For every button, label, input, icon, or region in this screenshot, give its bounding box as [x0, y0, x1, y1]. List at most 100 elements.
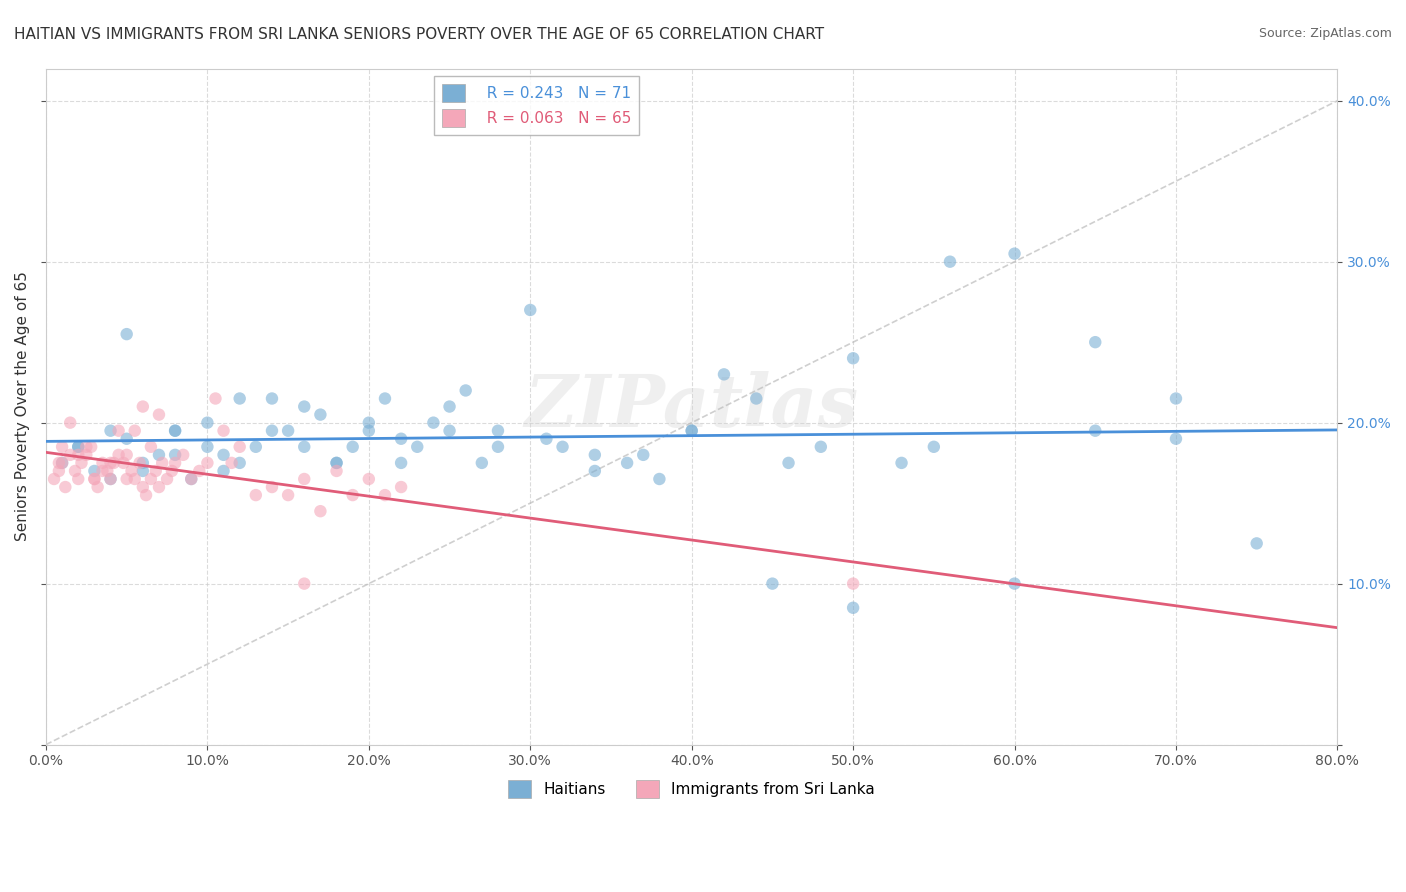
Point — [890, 456, 912, 470]
Point — [197, 456, 219, 470]
Text: Source: ZipAtlas.com: Source: ZipAtlas.com — [1258, 27, 1392, 40]
Point — [1084, 335, 1107, 350]
Point — [83, 472, 105, 486]
Point — [96, 464, 118, 478]
Point — [165, 424, 187, 438]
Point — [160, 464, 183, 478]
Point — [86, 480, 108, 494]
Point — [245, 488, 267, 502]
Point — [292, 472, 315, 486]
Point — [389, 432, 412, 446]
Point — [309, 408, 332, 422]
Point — [180, 472, 202, 486]
Point — [80, 440, 103, 454]
Point — [212, 448, 235, 462]
Point — [63, 464, 86, 478]
Point — [51, 440, 73, 454]
Point — [48, 464, 70, 478]
Point — [139, 472, 162, 486]
Point — [204, 392, 226, 406]
Point — [1004, 246, 1026, 260]
Point — [439, 424, 461, 438]
Point — [292, 440, 315, 454]
Point — [439, 400, 461, 414]
Point — [228, 392, 250, 406]
Point — [842, 576, 865, 591]
Text: ZIPatlas: ZIPatlas — [524, 371, 859, 442]
Point — [228, 440, 250, 454]
Point — [277, 488, 299, 502]
Point — [583, 464, 606, 478]
Point — [91, 456, 114, 470]
Point — [422, 416, 444, 430]
Point — [486, 440, 509, 454]
Point — [616, 456, 638, 470]
Point — [91, 464, 114, 478]
Point — [139, 440, 162, 454]
Point — [67, 440, 90, 454]
Point — [1164, 392, 1187, 406]
Point — [165, 448, 187, 462]
Point — [180, 472, 202, 486]
Point — [42, 472, 65, 486]
Point — [761, 576, 783, 591]
Point — [67, 472, 90, 486]
Point — [132, 464, 155, 478]
Point — [53, 480, 76, 494]
Point — [212, 464, 235, 478]
Point — [374, 488, 396, 502]
Point — [292, 576, 315, 591]
Point — [150, 456, 173, 470]
Point — [810, 440, 832, 454]
Point — [551, 440, 574, 454]
Point — [100, 472, 122, 486]
Point — [221, 456, 243, 470]
Point — [309, 504, 332, 518]
Point — [325, 456, 347, 470]
Point — [132, 456, 155, 470]
Point — [842, 351, 865, 366]
Point — [939, 254, 962, 268]
Point — [1246, 536, 1268, 550]
Point — [115, 448, 138, 462]
Point — [128, 456, 150, 470]
Point — [842, 600, 865, 615]
Point — [148, 480, 170, 494]
Point — [124, 472, 146, 486]
Point — [454, 384, 477, 398]
Point — [681, 424, 703, 438]
Point — [107, 448, 129, 462]
Point — [357, 416, 380, 430]
Point — [197, 440, 219, 454]
Point — [100, 472, 122, 486]
Point — [1004, 576, 1026, 591]
Point — [148, 408, 170, 422]
Point — [486, 424, 509, 438]
Point — [745, 392, 768, 406]
Point — [325, 456, 347, 470]
Point — [107, 424, 129, 438]
Point — [67, 448, 90, 462]
Point — [292, 400, 315, 414]
Point — [583, 448, 606, 462]
Point — [1164, 432, 1187, 446]
Legend: Haitians, Immigrants from Sri Lanka: Haitians, Immigrants from Sri Lanka — [502, 773, 882, 805]
Point — [778, 456, 800, 470]
Point — [357, 472, 380, 486]
Point — [1084, 424, 1107, 438]
Point — [75, 440, 97, 454]
Point — [51, 456, 73, 470]
Point — [681, 424, 703, 438]
Point — [51, 456, 73, 470]
Point — [115, 327, 138, 342]
Point — [115, 432, 138, 446]
Point — [536, 432, 558, 446]
Point — [115, 472, 138, 486]
Point — [648, 472, 671, 486]
Point — [713, 368, 735, 382]
Point — [197, 416, 219, 430]
Point — [172, 448, 194, 462]
Point — [148, 448, 170, 462]
Y-axis label: Seniors Poverty Over the Age of 65: Seniors Poverty Over the Age of 65 — [15, 272, 30, 541]
Point — [260, 424, 283, 438]
